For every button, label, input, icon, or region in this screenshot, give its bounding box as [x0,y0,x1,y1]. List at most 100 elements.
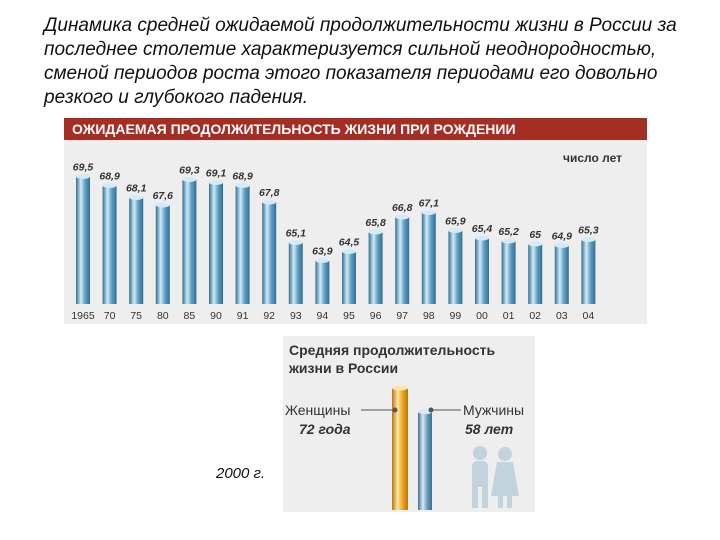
bar-cap-94 [315,258,330,263]
value-label-1965: 69,5 [73,162,94,174]
panel-background [283,336,535,512]
x-tick-85: 85 [184,310,196,322]
x-tick-97: 97 [396,310,408,322]
bar-98 [421,212,436,304]
value-label-00: 65,4 [472,223,493,235]
x-tick-95: 95 [343,310,355,322]
x-tick-75: 75 [130,310,142,322]
panel-title-line-2: жизни в России [288,360,398,376]
bar-1965 [76,176,90,304]
life-expectancy-chart: ОЖИДАЕМАЯ ПРОДОЛЖИТЕЛЬНОСТЬ ЖИЗНИ ПРИ РО… [64,118,647,324]
intro-paragraph: Динамика средней ожидаемой продолжительн… [44,15,677,108]
value-label-70: 68,9 [99,171,120,183]
bar-cap-03 [554,243,569,248]
bar-cap-01 [501,238,516,244]
bar-92 [262,202,277,304]
bar-cap-97 [395,214,410,220]
value-label-99: 65,9 [445,216,466,228]
x-tick-03: 03 [556,310,568,322]
bar-00 [475,238,489,304]
x-tick-80: 80 [157,310,169,322]
chart-header-bar [64,118,647,140]
value-label-80: 67,6 [153,190,174,202]
bar-cap-85 [182,177,197,182]
bar-cap-04 [581,237,596,242]
year-note: 2000 г. [216,465,266,482]
value-label-92: 67,8 [259,187,280,199]
value-label-85: 69,3 [179,165,200,177]
value-label-03: 64,9 [552,231,573,243]
value-label-75: 68,1 [126,183,147,195]
value-label-04: 65,3 [578,225,599,237]
people-silhouette-icon [472,446,519,508]
x-tick-02: 02 [529,310,541,322]
bar-cap-98 [421,210,436,215]
men-pointer-dot [428,407,434,413]
bar-03 [554,245,569,304]
x-tick-90: 90 [210,310,222,322]
x-tick-04: 04 [583,310,595,322]
men-bar-cap [418,409,432,415]
bar-cap-1965 [76,174,90,179]
bar-cap-90 [209,180,223,185]
value-label-93: 65,1 [286,228,307,240]
bar-94 [315,260,330,304]
x-tick-92: 92 [263,310,275,322]
women-bar [392,388,408,510]
bar-95 [342,251,356,304]
bar-80 [155,205,170,304]
bar-cap-93 [288,240,303,245]
bar-02 [528,244,543,304]
women-label: Женщины [285,402,350,418]
bar-cap-75 [129,195,144,200]
bar-cap-96 [368,229,383,235]
bar-99 [448,230,463,304]
x-tick-70: 70 [104,310,116,322]
x-tick-96: 96 [370,310,382,322]
bar-04 [581,239,596,304]
unit-label: число лет [563,151,622,165]
value-label-02: 65 [529,229,541,241]
men-label: Мужчины [463,402,524,418]
value-label-91: 68,9 [232,171,253,183]
x-tick-94: 94 [317,310,329,322]
value-label-96: 65,8 [365,217,386,229]
bar-cap-91 [235,183,250,188]
bar-93 [288,242,303,304]
value-label-01: 65,2 [498,226,519,238]
x-tick-99: 99 [450,310,462,322]
panel-title-line-1: Средняя продолжительность [289,342,496,358]
bar-cap-80 [155,202,170,208]
bar-cap-99 [448,228,463,233]
women-pointer-dot [392,407,398,413]
bar-97 [395,217,410,304]
bar-cap-00 [475,235,489,241]
x-tick-98: 98 [423,310,435,322]
chart-title: ОЖИДАЕМАЯ ПРОДОЛЖИТЕЛЬНОСТЬ ЖИЗНИ ПРИ РО… [72,121,516,137]
bar-75 [129,197,144,304]
value-label-94: 63,9 [312,246,333,258]
bar-70 [102,185,117,304]
x-tick-00: 00 [476,310,488,322]
bar-cap-70 [102,183,117,188]
men-bar [418,411,432,510]
x-tick-91: 91 [237,310,249,322]
value-label-98: 67,1 [419,198,440,210]
bar-85 [182,179,197,304]
bar-cap-95 [342,249,356,254]
gender-life-expectancy-chart: Средняя продолжительность жизни в России… [283,336,535,512]
women-bar-cap [392,385,408,391]
bar-91 [235,185,250,304]
bar-cap-92 [262,199,277,205]
bar-90 [209,182,223,304]
x-tick-01: 01 [503,310,515,322]
bar-96 [368,232,383,304]
value-label-90: 69,1 [206,168,227,180]
value-label-97: 66,8 [392,202,413,214]
women-value-label: 72 года [299,421,351,437]
men-value-label: 58 лет [465,421,513,437]
x-tick-1965: 1965 [71,310,95,322]
value-label-95: 64,5 [339,237,360,249]
x-tick-93: 93 [290,310,302,322]
bar-01 [501,241,516,304]
